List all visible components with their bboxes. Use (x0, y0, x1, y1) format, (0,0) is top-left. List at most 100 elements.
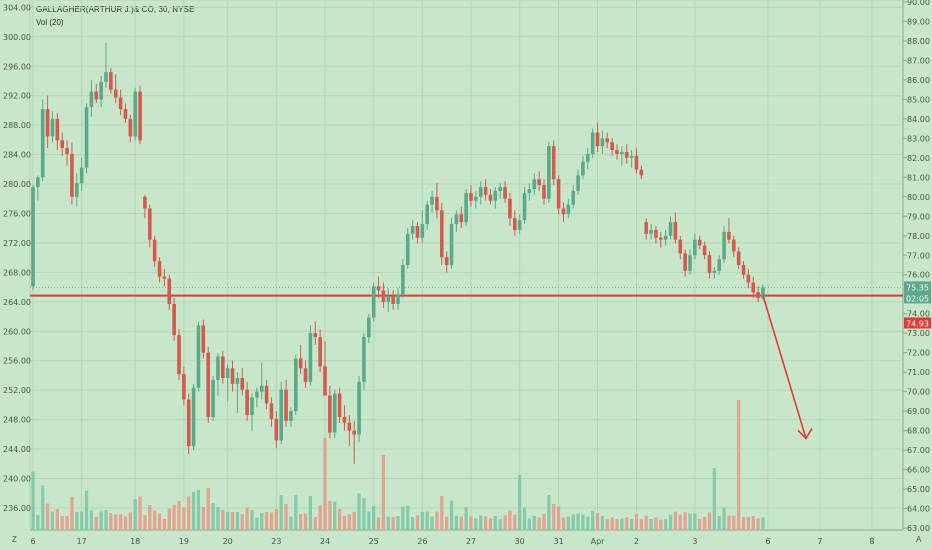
candle[interactable] (157, 261, 162, 277)
candle[interactable] (586, 153, 590, 162)
candle[interactable] (478, 187, 483, 197)
candle[interactable] (269, 403, 274, 419)
candle[interactable] (488, 194, 493, 201)
candle[interactable] (313, 333, 318, 338)
candle[interactable] (65, 148, 69, 154)
candle[interactable] (79, 167, 84, 184)
projection-arrow-line[interactable] (762, 295, 807, 439)
candle[interactable] (532, 179, 537, 190)
candle[interactable] (634, 155, 639, 170)
candle[interactable] (235, 378, 240, 384)
candle[interactable] (94, 91, 99, 100)
candle[interactable] (201, 325, 206, 353)
candle[interactable] (610, 142, 614, 151)
candle[interactable] (727, 231, 731, 240)
auto-scale-button[interactable]: A (916, 535, 922, 544)
candle[interactable] (259, 385, 264, 392)
candle[interactable] (75, 183, 79, 197)
candle[interactable] (459, 214, 464, 223)
candle[interactable] (498, 187, 502, 191)
candle[interactable] (683, 253, 687, 271)
candle[interactable] (644, 222, 648, 234)
candle[interactable] (503, 187, 507, 199)
candle[interactable] (104, 72, 108, 82)
candle[interactable] (649, 229, 653, 234)
candle[interactable] (376, 286, 381, 291)
candle[interactable] (206, 352, 210, 417)
candle[interactable] (347, 422, 352, 431)
candle[interactable] (527, 189, 532, 193)
candle[interactable] (702, 245, 707, 256)
candle[interactable] (31, 187, 35, 287)
candle[interactable] (109, 72, 113, 90)
candle[interactable] (60, 140, 64, 149)
candle[interactable] (741, 265, 746, 275)
candle[interactable] (255, 391, 259, 398)
candle[interactable] (381, 290, 386, 303)
candle[interactable] (240, 378, 245, 390)
candle[interactable] (556, 179, 561, 209)
candle[interactable] (673, 222, 678, 240)
candle[interactable] (274, 418, 279, 441)
candle[interactable] (177, 335, 181, 375)
candle[interactable] (595, 132, 600, 147)
candle[interactable] (566, 204, 571, 215)
candle[interactable] (483, 187, 488, 195)
candle[interactable] (722, 231, 726, 260)
chart-title[interactable]: GALLAGHER(ARTHUR J.)& CO, 30, NYSE (36, 5, 195, 14)
candle[interactable] (668, 222, 673, 236)
candle[interactable] (615, 150, 619, 154)
candle[interactable] (571, 190, 575, 205)
candle[interactable] (250, 397, 254, 416)
candle[interactable] (289, 411, 293, 421)
candle[interactable] (678, 239, 683, 254)
candle[interactable] (746, 274, 751, 283)
candle[interactable] (659, 237, 663, 240)
candle[interactable] (342, 416, 347, 423)
candle[interactable] (396, 294, 400, 304)
candle[interactable] (464, 192, 468, 223)
candle[interactable] (294, 358, 298, 412)
candle[interactable] (308, 333, 313, 382)
candle[interactable] (362, 337, 366, 382)
candle[interactable] (576, 175, 580, 191)
candle[interactable] (162, 276, 167, 279)
candle[interactable] (581, 161, 585, 176)
candle[interactable] (118, 97, 123, 110)
candle[interactable] (561, 208, 566, 215)
candle[interactable] (298, 358, 303, 369)
candle[interactable] (40, 109, 45, 178)
candle[interactable] (639, 169, 644, 176)
candle[interactable] (182, 374, 186, 400)
candle[interactable] (454, 214, 459, 225)
candle[interactable] (328, 395, 332, 433)
candle[interactable] (99, 81, 103, 100)
candle[interactable] (50, 118, 55, 137)
candle[interactable] (425, 204, 429, 225)
candle[interactable] (357, 381, 361, 435)
candle[interactable] (89, 91, 94, 108)
candle[interactable] (405, 233, 410, 265)
candle[interactable] (123, 109, 128, 119)
candle[interactable] (707, 255, 712, 273)
candle[interactable] (624, 151, 629, 158)
candle[interactable] (303, 368, 308, 382)
candle[interactable] (551, 146, 556, 180)
candle[interactable] (688, 255, 692, 271)
candle[interactable] (216, 356, 220, 380)
candle[interactable] (332, 393, 337, 433)
candle[interactable] (542, 185, 546, 199)
candle[interactable] (284, 389, 288, 421)
candle[interactable] (697, 239, 702, 246)
candle[interactable] (133, 91, 137, 137)
volume-indicator-label[interactable]: Vol (20) (36, 18, 64, 27)
candle[interactable] (508, 198, 512, 219)
candle[interactable] (172, 303, 176, 336)
candle[interactable] (138, 91, 142, 141)
candle[interactable] (415, 226, 420, 238)
candle[interactable] (430, 196, 434, 205)
candle[interactable] (371, 286, 376, 318)
candle[interactable] (391, 296, 395, 304)
candle[interactable] (186, 399, 191, 447)
